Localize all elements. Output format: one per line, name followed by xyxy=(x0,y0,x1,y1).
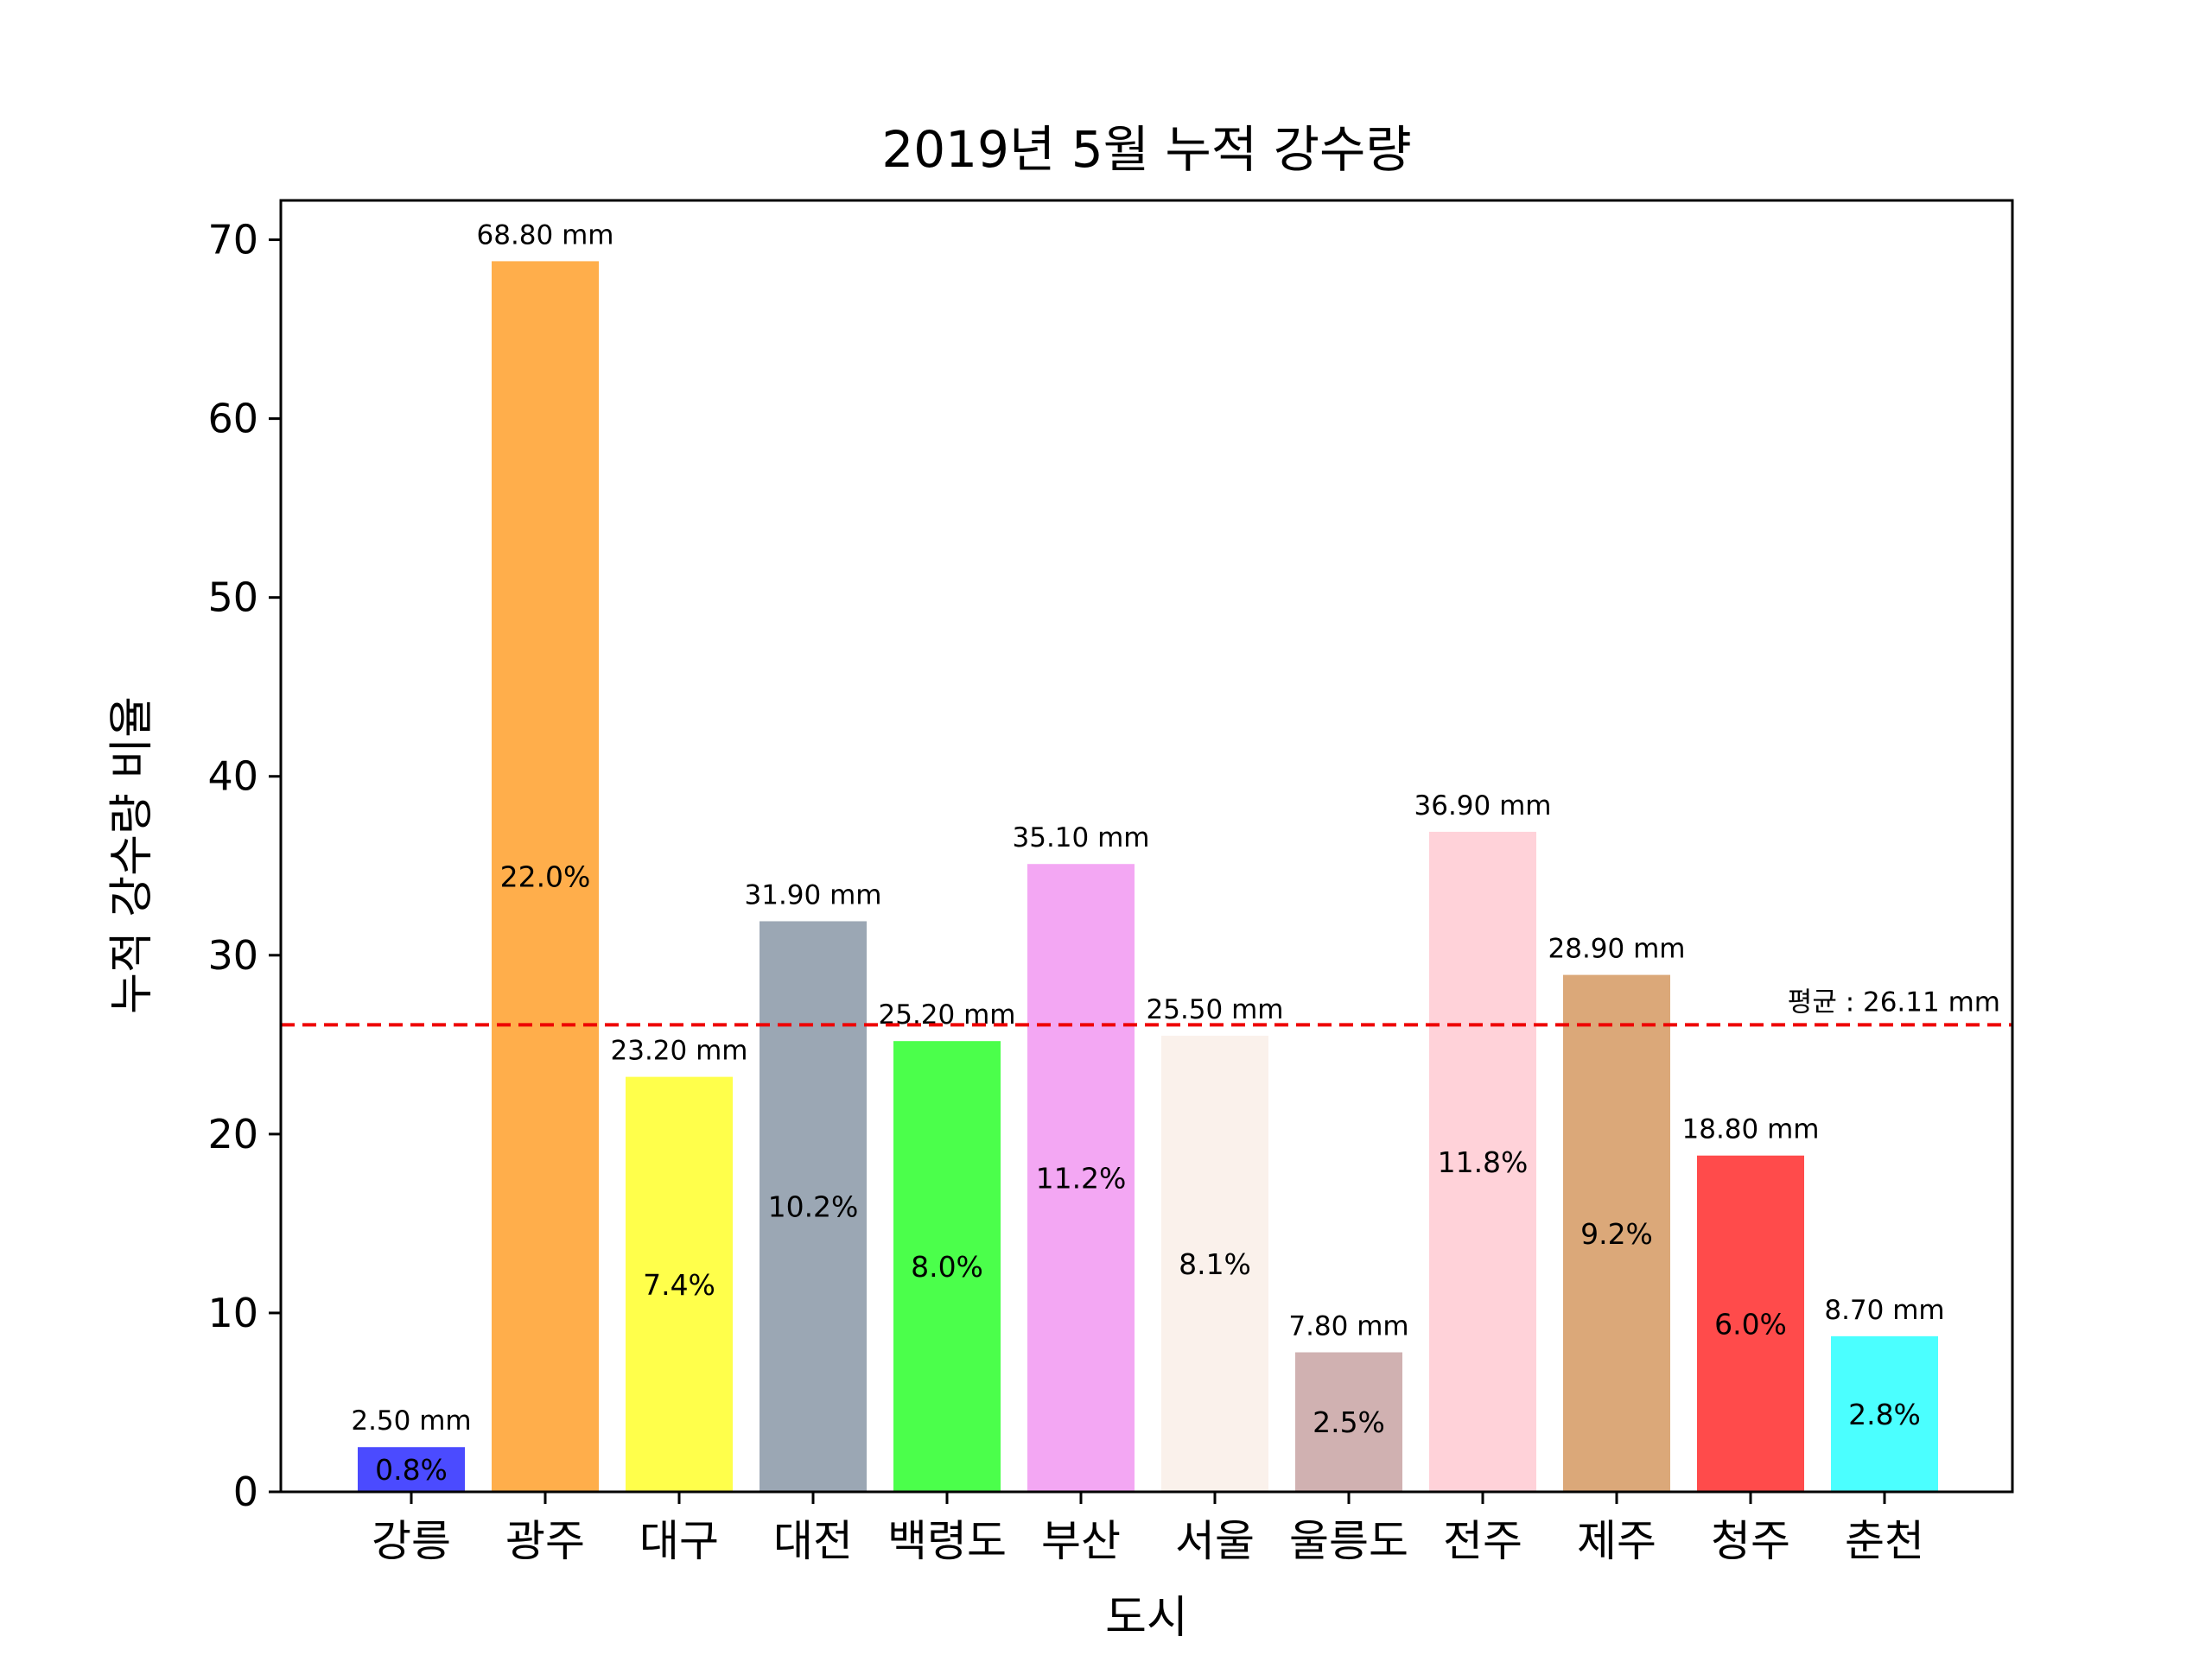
x-tick-label: 울릉도 xyxy=(1289,1516,1408,1566)
bar-value-label: 8.70 mm xyxy=(1824,1295,1944,1326)
x-tick-label: 전주 xyxy=(1443,1516,1522,1566)
bar-percent-label: 6.0% xyxy=(1714,1307,1787,1341)
bar xyxy=(760,921,867,1492)
bar-percent-label: 2.5% xyxy=(1313,1405,1385,1439)
bar-percent-label: 10.2% xyxy=(768,1190,859,1224)
y-tick-label: 10 xyxy=(207,1290,258,1336)
bar-value-label: 25.50 mm xyxy=(1147,994,1284,1025)
bar-percent-label: 7.4% xyxy=(643,1268,715,1302)
x-tick-label: 대구 xyxy=(639,1516,719,1566)
x-tick-label: 백령도 xyxy=(887,1516,1007,1566)
bar xyxy=(1831,1335,1938,1492)
bar-value-label: 25.20 mm xyxy=(879,999,1016,1031)
bar-value-label: 68.80 mm xyxy=(477,219,614,251)
bar-value-label: 7.80 mm xyxy=(1288,1310,1408,1342)
y-tick-label: 70 xyxy=(207,217,258,263)
bar xyxy=(1697,1155,1804,1492)
bar-value-label: 31.90 mm xyxy=(745,879,882,910)
bar-percent-label: 0.8% xyxy=(375,1453,448,1487)
bar-value-label: 2.50 mm xyxy=(351,1405,471,1437)
bar-value-label: 35.10 mm xyxy=(1013,822,1150,853)
bar-value-label: 28.90 mm xyxy=(1548,934,1686,965)
y-tick-label: 50 xyxy=(207,574,258,621)
bar xyxy=(1295,1352,1402,1492)
y-tick-label: 60 xyxy=(207,396,258,442)
y-tick-label: 40 xyxy=(207,753,258,800)
y-tick-label: 20 xyxy=(207,1111,258,1158)
x-tick-label: 대전 xyxy=(773,1516,853,1566)
x-tick-label: 청주 xyxy=(1711,1516,1790,1566)
bar xyxy=(1027,864,1135,1492)
x-tick-label: 광주 xyxy=(505,1516,585,1566)
bar-percent-label: 2.8% xyxy=(1848,1398,1921,1431)
x-tick-label: 서울 xyxy=(1175,1516,1255,1566)
bar-percent-label: 11.8% xyxy=(1438,1145,1529,1179)
bar xyxy=(1563,974,1670,1492)
bar-percent-label: 9.2% xyxy=(1580,1217,1653,1251)
y-axis-label: 누적 강수량 비율 xyxy=(106,696,158,1014)
y-tick-label: 0 xyxy=(233,1469,258,1515)
bar xyxy=(1429,831,1536,1492)
x-tick-label: 제주 xyxy=(1577,1516,1656,1566)
bar-percent-label: 8.0% xyxy=(911,1250,983,1284)
x-tick-label: 춘천 xyxy=(1845,1516,1924,1566)
bar xyxy=(626,1076,733,1492)
x-tick-label: 부산 xyxy=(1041,1516,1121,1566)
bar-value-label: 18.80 mm xyxy=(1682,1114,1820,1145)
bar xyxy=(492,261,599,1493)
mean-label: 평균 : 26.11 mm xyxy=(1788,986,2000,1018)
plot-frame xyxy=(279,199,2014,1494)
bar xyxy=(358,1447,465,1492)
x-tick-label: 강릉 xyxy=(372,1516,451,1566)
y-tick-label: 30 xyxy=(207,932,258,979)
chart-title: 2019년 5월 누적 강수량 xyxy=(881,120,1411,179)
bar xyxy=(893,1041,1001,1492)
bar-value-label: 36.90 mm xyxy=(1414,790,1552,821)
bar xyxy=(1161,1035,1268,1492)
bar-value-label: 23.20 mm xyxy=(611,1036,748,1067)
bar-percent-label: 8.1% xyxy=(1179,1247,1251,1281)
bar-percent-label: 11.2% xyxy=(1036,1162,1127,1196)
bar-percent-label: 22.0% xyxy=(500,860,591,894)
x-axis-label: 도시 xyxy=(1105,1592,1188,1644)
